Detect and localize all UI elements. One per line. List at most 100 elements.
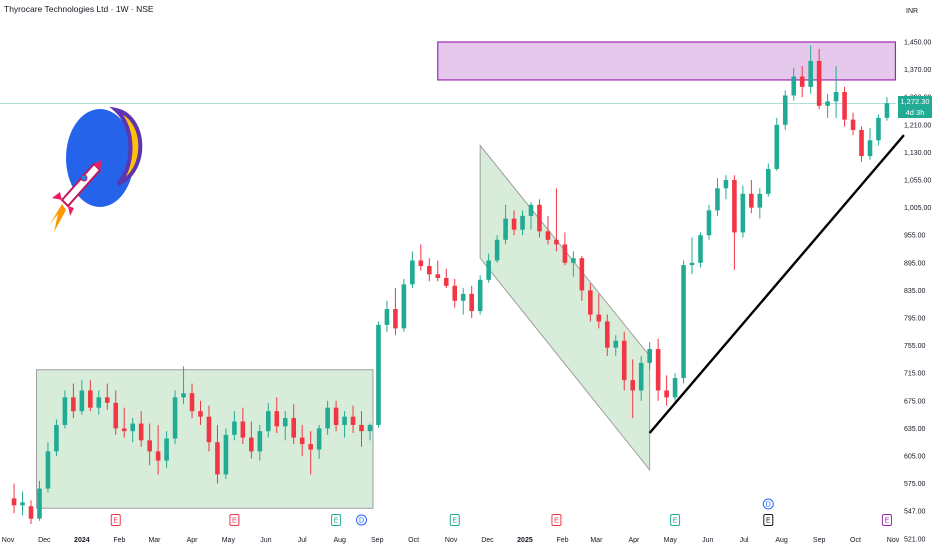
candle — [766, 163, 771, 197]
candle — [749, 180, 754, 214]
candle — [774, 117, 780, 171]
candle — [325, 400, 330, 435]
rocket-window-icon — [80, 174, 88, 182]
candle — [155, 424, 161, 475]
x-tick-label: Sep — [371, 537, 384, 544]
y-tick-label: 521.00 — [904, 536, 926, 543]
last-price-badge: 1,272.30 4d 3h — [898, 96, 932, 118]
x-tick-label: Nov — [445, 537, 458, 544]
candle — [223, 428, 229, 479]
candle-body — [816, 60, 822, 106]
x-tick-label: 2024 — [74, 537, 90, 544]
candle-body — [20, 502, 25, 506]
candle — [350, 405, 356, 433]
candle-body — [537, 204, 542, 232]
marker-letter: E — [554, 518, 559, 525]
candle-body — [367, 424, 373, 432]
candle — [198, 400, 203, 425]
candle-body — [274, 411, 280, 427]
x-tick-label: Feb — [556, 537, 568, 544]
candle — [274, 397, 280, 433]
candle — [427, 258, 432, 282]
candle-body — [842, 92, 847, 120]
rocket-flame-icon — [50, 204, 66, 232]
x-tick-label: Apr — [628, 537, 640, 544]
candle — [562, 232, 568, 266]
candle — [206, 405, 212, 452]
chart-title: Thyrocare Technologies Ltd · 1W · NSE — [4, 4, 154, 14]
candle-body — [350, 416, 356, 425]
candle-body — [113, 402, 119, 429]
marker-letter: E — [113, 518, 118, 525]
candle-body — [452, 285, 458, 301]
marker-letter: E — [673, 518, 678, 525]
candle-body — [359, 424, 364, 432]
candle — [681, 260, 686, 384]
candle-body — [588, 290, 593, 315]
candle — [799, 66, 805, 98]
candle-body — [579, 258, 585, 291]
rocket-fins-icon — [52, 192, 74, 216]
candle — [452, 278, 458, 308]
candle-body — [11, 498, 17, 506]
y-tick-label: 955.00 — [904, 233, 926, 240]
y-tick-label: 755.00 — [904, 343, 926, 350]
candle-body — [164, 438, 169, 461]
candle — [88, 380, 93, 412]
candle — [215, 424, 220, 484]
candle — [494, 235, 500, 263]
candle — [189, 383, 195, 419]
candle — [528, 202, 534, 230]
candle — [613, 335, 619, 356]
candle-body — [867, 140, 873, 157]
y-tick-label: 1,130.00 — [904, 150, 931, 157]
candle-body — [189, 393, 195, 412]
resistance-zone — [437, 41, 897, 81]
candle — [79, 380, 85, 415]
candle-body — [198, 411, 203, 417]
candle-body — [71, 397, 76, 412]
candle — [342, 411, 347, 438]
dividend-marker — [356, 514, 368, 526]
candle — [130, 418, 135, 443]
x-tick-label: May — [664, 537, 678, 544]
y-tick-label: 1,210.00 — [904, 122, 931, 129]
candle — [808, 45, 813, 94]
x-tick-label: Aug — [333, 537, 346, 544]
candle — [308, 431, 313, 475]
earnings-marker — [551, 514, 562, 526]
candle-body — [121, 428, 127, 432]
candle — [469, 285, 474, 318]
candle — [121, 407, 127, 438]
candle — [316, 424, 322, 459]
candle-body — [79, 390, 85, 412]
x-tick-label: Sep — [813, 537, 826, 544]
x-tick-label: Jun — [260, 537, 271, 544]
candle — [511, 210, 517, 236]
candle — [265, 402, 271, 438]
candle-body — [316, 428, 322, 450]
candle — [249, 421, 254, 459]
candle-body — [774, 124, 780, 169]
candle — [833, 66, 839, 118]
x-tick-label: Apr — [187, 537, 199, 544]
candle-body — [494, 239, 500, 261]
candle-body — [503, 218, 508, 240]
candle-body — [876, 117, 881, 141]
rocket-moon-illustration — [50, 106, 143, 232]
y-tick-label: 1,450.00 — [904, 40, 931, 47]
last-price-value: 1,272.30 — [900, 97, 930, 106]
candle-body — [554, 239, 559, 245]
candle-body — [130, 423, 135, 432]
marker-letter: E — [232, 518, 237, 525]
candle — [698, 232, 703, 268]
x-tick-label: Nov — [2, 537, 15, 544]
candle-body — [401, 284, 407, 329]
candle — [45, 442, 51, 493]
candle-body — [723, 180, 729, 189]
candle-body — [850, 119, 856, 130]
candle-body — [545, 231, 551, 240]
candle — [545, 215, 551, 245]
